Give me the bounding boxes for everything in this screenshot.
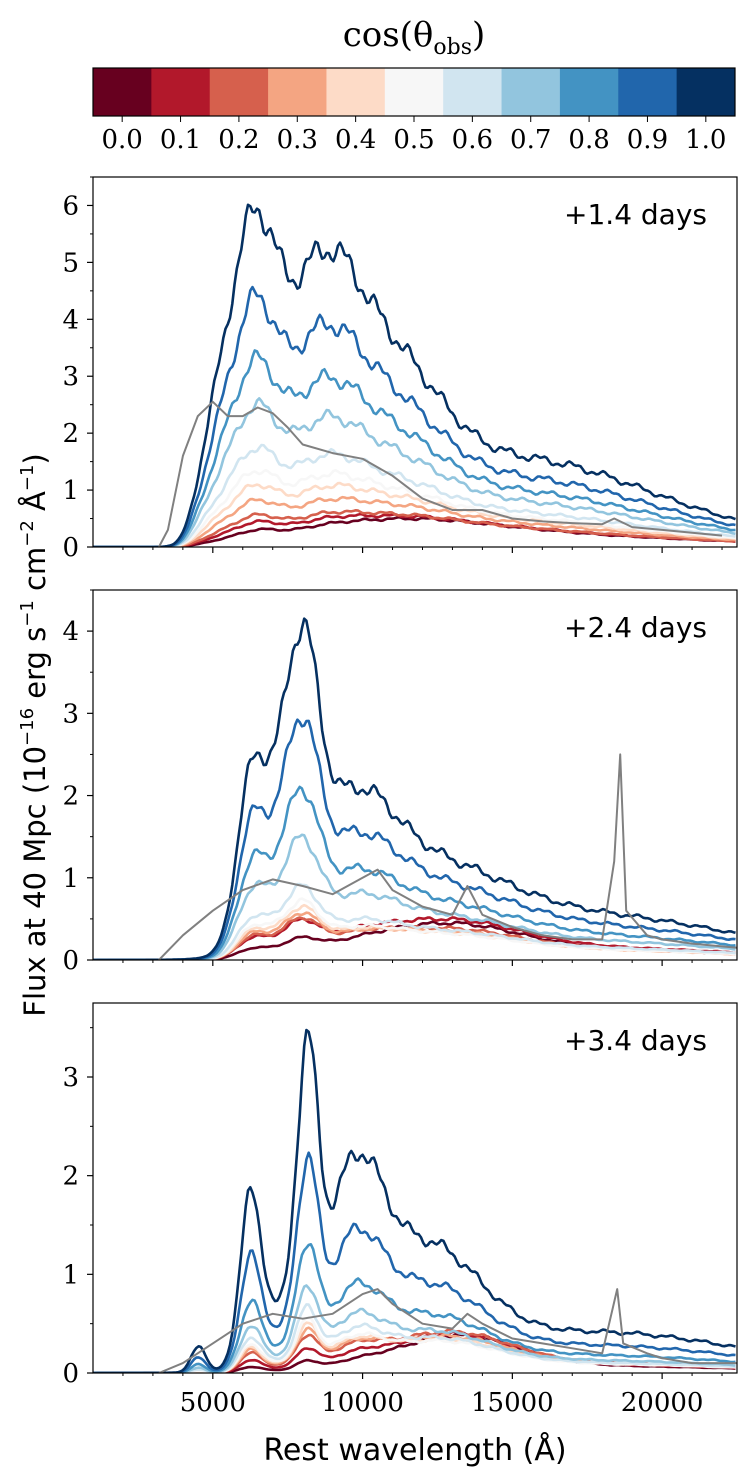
y-tick-label: 1 [62, 1260, 79, 1290]
spectrum-line-cos-0.6 [93, 1303, 736, 1373]
colorbar-ticks: 0.0 0.1 0.2 0.3 0.4 0.5 0.6 0.7 0.8 0.9 1.0 [102, 116, 726, 155]
observed-spectrum-line [158, 400, 723, 547]
spectrum-line-cos-0.7 [93, 1284, 736, 1373]
axes-frame [92, 1002, 738, 1374]
spectrum-line-cos-0.8 [93, 1243, 736, 1373]
colorbar-swatch-3 [268, 68, 327, 116]
colorbar-swatch-5 [384, 68, 444, 116]
x-axis-label: Rest wavelength (Å) [263, 1432, 566, 1468]
x-tick-label: 20000 [621, 1388, 704, 1418]
panel-2-4-days: 0 1 2 3 4 +2.4 days [62, 589, 738, 976]
colorbar-tick-label: 0.0 [102, 125, 143, 155]
spectrum-line-cos-0.9 [93, 718, 736, 960]
y-tick-label: 5 [62, 248, 79, 278]
spectrum-line-cos-1.0 [93, 617, 736, 960]
y-tick-label: 3 [62, 699, 79, 729]
x-tick-label: 10000 [321, 1388, 404, 1418]
y-tick-label: 6 [62, 191, 79, 221]
colorbar-swatch-4 [326, 68, 386, 116]
plot-area [93, 617, 737, 960]
spectrum-line-cos-0.6 [93, 443, 736, 547]
colorbar-tick-label: 0.6 [452, 125, 493, 155]
x-tick-label: 15000 [471, 1388, 554, 1418]
colorbar-tick-label: 0.2 [218, 125, 259, 155]
y-tick-label: 4 [62, 617, 79, 647]
colorbar-tick-label: 0.9 [627, 125, 668, 155]
colorbar-swatch-7 [501, 68, 561, 116]
spectrum-line-cos-0.7 [93, 397, 736, 547]
plot-area [93, 1028, 737, 1373]
colorbar-swatch-0 [93, 68, 152, 116]
colorbar-tick-label: 0.4 [335, 125, 376, 155]
colorbar-tick-label: 0.7 [510, 125, 551, 155]
spectrum-line-cos-0.9 [93, 285, 736, 547]
colorbar-swatch-1 [151, 68, 211, 116]
colorbar-tick-label: 0.1 [160, 125, 201, 155]
colorbar-swatch-9 [618, 68, 678, 116]
y-tick-label: 2 [62, 1162, 79, 1192]
y-tick-label: 0 [62, 533, 79, 563]
spectrum-line-cos-0.2 [93, 509, 736, 547]
colorbar-swatch-8 [559, 68, 619, 116]
observed-spectrum-line [158, 1288, 737, 1373]
colorbar-swatch-2 [209, 68, 269, 116]
spectrum-line-cos-0.8 [93, 349, 736, 547]
y-tick-label: 2 [62, 782, 79, 812]
colorbar-tick-label: 0.8 [568, 125, 609, 155]
spectrum-line-cos-0.8 [93, 785, 736, 960]
x-tick-label: 5000 [180, 1388, 246, 1418]
spectrum-line-cos-0.1 [93, 916, 736, 960]
y-tick-label: 4 [62, 305, 79, 335]
spectrum-line-cos-0.7 [93, 833, 736, 960]
panel-day-label: +2.4 days [564, 611, 707, 644]
spectrum-line-cos-0.9 [93, 1151, 736, 1373]
axes-frame [92, 589, 738, 961]
observed-spectrum-line [158, 753, 737, 960]
panel-3-4-days: 0 1 2 3 5000 10000 15000 20000 +3.4 days [62, 1002, 738, 1418]
panel-day-label: +3.4 days [564, 1024, 707, 1057]
panel-1-4-days: 0 1 2 3 4 5 6 +1.4 days [62, 176, 738, 563]
y-tick-label: 1 [62, 864, 79, 894]
colorbar-swatch-6 [443, 68, 503, 116]
colorbar-tick-label: 0.5 [393, 125, 434, 155]
colorbar-swatch-10 [676, 68, 736, 116]
spectrum-line-cos-1.0 [93, 203, 736, 547]
spectrum-line-cos-0.4 [93, 481, 736, 547]
y-tick-label: 3 [62, 362, 79, 392]
spectrum-line-cos-1.0 [93, 1028, 736, 1373]
axes-frame [92, 176, 738, 548]
plot-area [93, 203, 736, 547]
y-tick-label: 3 [62, 1063, 79, 1093]
colorbar-tick-label: 0.3 [277, 125, 318, 155]
y-tick-label: 0 [62, 1359, 79, 1389]
y-tick-label: 2 [62, 419, 79, 449]
panel-day-label: +1.4 days [564, 198, 707, 231]
y-axis-label: Flux at 40 Mpc (10−16 erg s−1 cm−2 Å−1) [17, 453, 52, 1016]
colorbar-tick-label: 1.0 [685, 125, 726, 155]
colorbar-title: cos(θobs) [343, 15, 486, 60]
colorbar [92, 67, 736, 117]
y-tick-label: 0 [62, 946, 79, 976]
spectrum-line-cos-0.2 [93, 916, 736, 960]
y-tick-label: 1 [62, 476, 79, 506]
spectrum-line-cos-0.3 [93, 495, 736, 547]
